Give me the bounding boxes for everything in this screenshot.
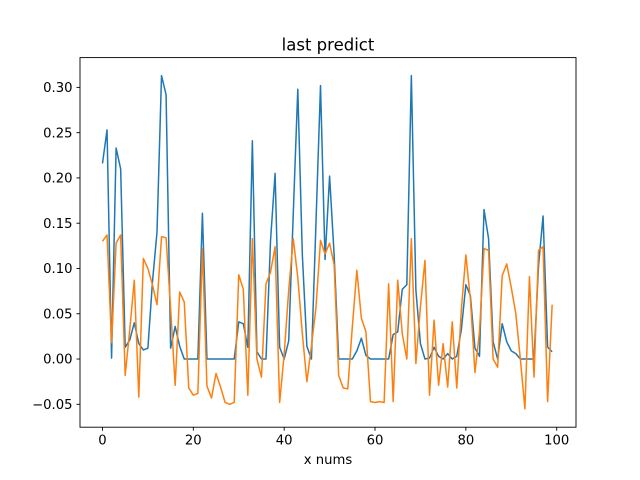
y-tick-label: −0.05 [32, 398, 72, 413]
y-tick-label: 0.15 [43, 217, 72, 232]
x-tick-label: 20 [185, 434, 202, 449]
y-tick-label: 0.00 [43, 353, 72, 368]
x-tick-label: 40 [276, 434, 293, 449]
y-tick-label: 0.10 [43, 262, 72, 277]
x-tick-label: 100 [544, 434, 569, 449]
y-tick-label: 0.05 [43, 307, 72, 322]
chart-title: last predict [282, 36, 375, 55]
x-tick-label: 0 [98, 434, 106, 449]
y-tick-label: 0.20 [43, 172, 72, 187]
y-tick-label: 0.30 [43, 81, 72, 96]
plot-area [80, 57, 576, 428]
axis-spine [79, 57, 577, 428]
x-tick-label: 60 [367, 434, 384, 449]
y-tick-label: 0.25 [43, 126, 72, 141]
x-axis-label: x nums [304, 453, 353, 468]
orange-line [101, 234, 553, 410]
x-tick-label: 80 [457, 434, 474, 449]
